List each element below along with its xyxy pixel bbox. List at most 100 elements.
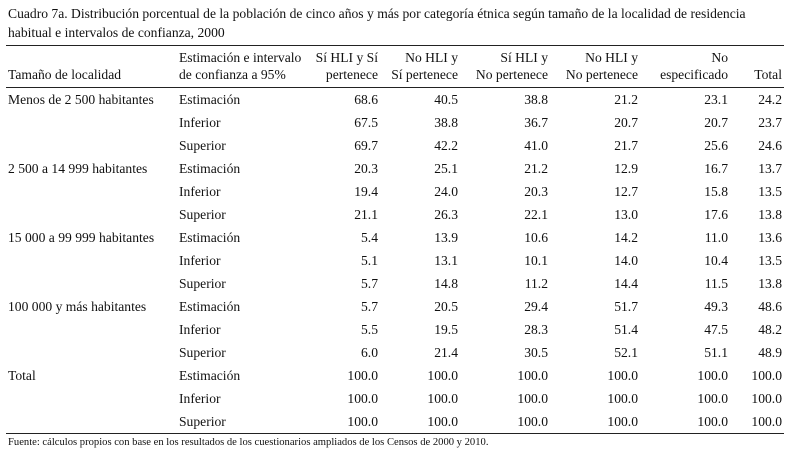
value-cell: 16.7 (704, 161, 728, 176)
value-cell: 15.8 (704, 184, 728, 199)
value-cell: 21.1 (354, 207, 378, 222)
value-cell: 52.1 (614, 345, 638, 360)
table-row: Inferior 5.5 19.5 28.3 51.4 47.5 48.2 (6, 318, 784, 341)
table-row: Superior 21.1 26.3 22.1 13.0 17.6 13.8 (6, 203, 784, 226)
value-cell: 5.7 (361, 299, 378, 314)
value-cell: 100.0 (697, 391, 728, 406)
table-row: Inferior 5.1 13.1 10.1 14.0 10.4 13.5 (6, 249, 784, 272)
value-cell: 51.4 (614, 322, 638, 337)
table-body: Menos de 2 500 habitantes Estimación 68.6 4… (6, 88, 784, 434)
header-estimacion: Estimación e intervalo de confianza a 95… (171, 45, 304, 88)
estimate-type: Estimación (179, 368, 241, 383)
value-cell: 48.2 (758, 322, 782, 337)
table-row: Menos de 2 500 habitantes Estimación 68.6 4… (6, 88, 784, 112)
value-cell: 100.0 (427, 391, 458, 406)
value-cell: 100.0 (751, 368, 782, 383)
table-row: 100 000 y más habitantes Estimación 5.7 20.… (6, 295, 784, 318)
locality-label: Menos de 2 500 habitantes (8, 92, 154, 107)
header-no-hli-si-pertenece: No HLI y Sí pertenece (380, 45, 460, 88)
value-cell: 13.1 (434, 253, 458, 268)
table-row: Inferior 19.4 24.0 20.3 12.7 15.8 13.5 (6, 180, 784, 203)
header-no-hli-no-pertenece: No HLI y No pertenece (550, 45, 640, 88)
value-cell: 100.0 (550, 410, 640, 434)
table-row: 15 000 a 99 999 habitantes Estimación 5.4 1… (6, 226, 784, 249)
value-cell: 14.4 (614, 276, 638, 291)
locality-label (6, 410, 171, 434)
value-cell: 36.7 (524, 115, 548, 130)
value-cell: 12.9 (614, 161, 638, 176)
value-cell: 13.5 (758, 184, 782, 199)
value-cell: 51.7 (614, 299, 638, 314)
value-cell: 49.3 (704, 299, 728, 314)
value-cell: 100.0 (427, 368, 458, 383)
header-si-hli-si-pertenece: Sí HLI y Sí pertenece (304, 45, 380, 88)
value-cell: 23.7 (758, 115, 782, 130)
estimate-type: Inferior (179, 391, 221, 406)
value-cell: 100.0 (517, 368, 548, 383)
value-cell: 14.0 (614, 253, 638, 268)
value-cell: 24.6 (758, 138, 782, 153)
locality-label (6, 387, 171, 410)
table-row: Superior 5.7 14.8 11.2 14.4 11.5 13.8 (6, 272, 784, 295)
locality-label (6, 249, 171, 272)
value-cell: 6.0 (361, 345, 378, 360)
estimate-type: Estimación (179, 299, 241, 314)
value-cell: 100.0 (607, 368, 638, 383)
estimate-type: Superior (179, 345, 226, 360)
estimate-type: Estimación (179, 230, 241, 245)
value-cell: 21.2 (614, 92, 638, 107)
table-row: Superior 69.7 42.2 41.0 21.7 25.6 24.6 (6, 134, 784, 157)
estimate-type: Estimación (179, 161, 241, 176)
value-cell: 41.0 (524, 138, 548, 153)
value-cell: 30.5 (524, 345, 548, 360)
value-cell: 67.5 (354, 115, 378, 130)
value-cell: 40.5 (434, 92, 458, 107)
value-cell: 10.6 (524, 230, 548, 245)
value-cell: 20.5 (434, 299, 458, 314)
header-total: Total (730, 45, 784, 88)
value-cell: 21.4 (434, 345, 458, 360)
estimate-type: Inferior (179, 322, 221, 337)
value-cell: 21.2 (524, 161, 548, 176)
locality-label: 100 000 y más habitantes (8, 299, 147, 314)
value-cell: 13.6 (758, 230, 782, 245)
value-cell: 100.0 (751, 391, 782, 406)
value-cell: 100.0 (730, 410, 784, 434)
value-cell: 20.7 (704, 115, 728, 130)
header-row: Tamaño de localidad Estimación e interva… (6, 45, 784, 88)
locality-label (6, 111, 171, 134)
value-cell: 22.1 (524, 207, 548, 222)
value-cell: 23.1 (704, 92, 728, 107)
value-cell: 14.8 (434, 276, 458, 291)
value-cell: 100.0 (347, 368, 378, 383)
locality-label (6, 341, 171, 364)
value-cell: 38.8 (524, 92, 548, 107)
value-cell: 19.5 (434, 322, 458, 337)
estimate-type: Superior (179, 207, 226, 222)
header-tamano: Tamaño de localidad (6, 45, 171, 88)
value-cell: 100.0 (640, 410, 730, 434)
value-cell: 5.7 (361, 276, 378, 291)
estimate-type: Estimación (179, 92, 241, 107)
locality-label: 2 500 a 14 999 habitantes (8, 161, 148, 176)
value-cell: 100.0 (380, 410, 460, 434)
locality-label: 15 000 a 99 999 habitantes (8, 230, 155, 245)
value-cell: 100.0 (517, 391, 548, 406)
value-cell: 14.2 (614, 230, 638, 245)
value-cell: 68.6 (354, 92, 378, 107)
value-cell: 48.9 (758, 345, 782, 360)
estimate-type: Superior (171, 410, 304, 434)
value-cell: 10.1 (524, 253, 548, 268)
value-cell: 69.7 (354, 138, 378, 153)
value-cell: 25.1 (434, 161, 458, 176)
value-cell: 13.9 (434, 230, 458, 245)
value-cell: 29.4 (524, 299, 548, 314)
locality-label (6, 134, 171, 157)
locality-label (6, 203, 171, 226)
estimate-type: Inferior (179, 184, 221, 199)
header-no-especificado: No especificado (640, 45, 730, 88)
estimate-type: Superior (179, 276, 226, 291)
value-cell: 100.0 (304, 410, 380, 434)
value-cell: 5.4 (361, 230, 378, 245)
value-cell: 24.0 (434, 184, 458, 199)
